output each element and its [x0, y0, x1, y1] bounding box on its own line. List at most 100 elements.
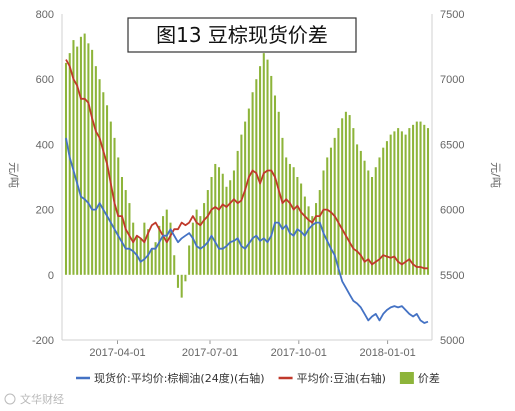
legend: 现货价:平均价:棕榈油(24度)(右轴) 平均价:豆油(右轴) 价差: [76, 371, 440, 385]
spread-bar: [64, 62, 68, 275]
spread-bar: [348, 115, 351, 275]
spread-bar: [214, 163, 217, 275]
palm-oil-price-line: [65, 137, 429, 324]
spread-bar: [262, 53, 265, 275]
spread-bar: [128, 203, 131, 275]
spread-bar: [206, 190, 209, 275]
spread-bar: [98, 79, 101, 275]
x-tick-label: 2018-01-01: [359, 347, 415, 359]
spread-bar: [109, 121, 112, 275]
spread-bar: [79, 36, 82, 275]
spread-bar: [169, 222, 172, 275]
spread-bar: [244, 121, 247, 275]
watermark-text: 文华财经: [20, 392, 64, 406]
y-right-tick-label: 6000: [440, 205, 464, 217]
y-right-ticks: 5000 5500 6000 6500 7000 7500: [440, 9, 464, 347]
spread-bar: [147, 229, 150, 275]
spread-bar: [374, 167, 377, 275]
chart-title: 图13 豆棕现货价差: [156, 23, 328, 47]
spread-bar: [341, 118, 344, 275]
y-right-tick-label: 5500: [440, 270, 464, 282]
spread-bar: [292, 167, 295, 275]
spread-bar: [382, 147, 385, 275]
spread-bar: [281, 137, 284, 275]
spread-bar: [318, 190, 321, 275]
y-left-tick-label: -200: [32, 335, 54, 347]
spread-bar: [210, 177, 213, 275]
x-tick-label: 2017-07-01: [182, 347, 238, 359]
spread-bar: [203, 203, 206, 275]
spread-bar: [150, 248, 153, 275]
watermark-logo-icon: [4, 393, 16, 405]
spread-bar: [251, 92, 254, 275]
spread-bar: [307, 206, 310, 275]
plot-background: [62, 14, 432, 340]
spread-bar: [270, 75, 273, 275]
spread-bar: [94, 66, 97, 275]
spread-bar: [162, 216, 165, 275]
spread-bar: [87, 43, 90, 275]
spread-bar: [132, 222, 135, 275]
spread-bar: [367, 170, 370, 275]
spread-bar: [285, 157, 288, 275]
spread-bar: [180, 274, 183, 298]
spread-bar: [322, 170, 325, 275]
spread-bar: [326, 157, 329, 275]
spread-bar: [400, 131, 403, 275]
spread-bar: [266, 59, 269, 275]
spread-bar: [176, 274, 179, 288]
y-left-axis-title: 元/吨: [7, 162, 20, 188]
y-left-tick-label: 400: [36, 139, 54, 151]
y-right-tick-label: 7500: [440, 9, 464, 21]
spread-bar: [259, 66, 262, 275]
spread-bar: [311, 216, 314, 275]
y-right-tick-label: 7000: [440, 74, 464, 86]
spread-bar: [296, 177, 299, 275]
spread-bar: [221, 173, 224, 275]
spread-bar: [83, 33, 86, 275]
spread-bar: [352, 128, 355, 275]
y-left-tick-label: 0: [48, 270, 54, 282]
spread-bar: [102, 92, 105, 275]
spread-bar: [72, 40, 75, 275]
y-left-tick-label: 600: [36, 74, 54, 86]
spread-bar: [68, 53, 71, 275]
spread-bar: [385, 141, 388, 275]
y-right-axis-title: 元/吨: [489, 162, 502, 188]
spread-bar: [195, 209, 198, 275]
spread-bar: [143, 222, 146, 275]
spread-bar: [412, 124, 415, 275]
spread-bar: [359, 150, 362, 275]
spread-bar: [217, 167, 221, 275]
spread-bar: [191, 222, 194, 275]
spread-bar: [184, 274, 187, 282]
spread-bar: [419, 121, 422, 275]
spread-bar: [247, 108, 250, 275]
spread-bar: [363, 160, 366, 275]
spread-bar: [106, 105, 109, 275]
spread-bar: [378, 157, 381, 275]
spread-bar: [273, 95, 277, 275]
spread-bar: [426, 128, 430, 275]
legend-bar-swatch: [399, 372, 414, 384]
chart-title-box: [127, 17, 357, 53]
legend-label: 平均价:豆油(右轴): [297, 371, 386, 385]
legend-label: 价差: [418, 371, 440, 385]
y-left-ticks: -200 0 200 400 600 800: [32, 9, 54, 347]
spread-bar: [91, 49, 94, 275]
watermark: 文华财经: [4, 392, 64, 406]
spread-bar: [158, 225, 161, 275]
spread-bar: [315, 203, 318, 275]
spread-bar: [404, 134, 407, 275]
spread-bar: [370, 177, 374, 275]
spread-bar: [188, 245, 191, 275]
x-ticks: 2017-04-01 2017-07-01 2017-10-01 2018-01-01: [89, 340, 416, 359]
spread-bar: [255, 79, 258, 275]
spread-bar: [173, 255, 176, 275]
spread-bar: [154, 242, 157, 275]
spread-bar: [232, 170, 235, 275]
y-left-tick-label: 800: [36, 9, 54, 21]
spread-bar: [423, 124, 426, 275]
spread-bar: [236, 150, 239, 275]
